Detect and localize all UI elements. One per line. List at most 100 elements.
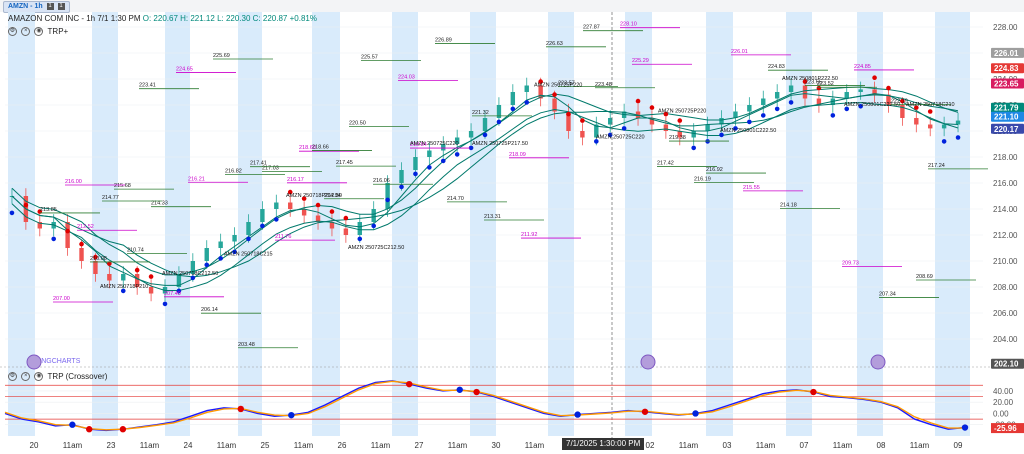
candle-body [747,105,752,112]
day-band [786,12,812,436]
candle-body [510,92,516,105]
level-label: 222.19 [891,99,908,105]
trend-dot [218,256,223,261]
x-tick-label: 11am [756,441,776,450]
level-label: 218.09 [509,152,526,158]
trend-dot [955,135,961,140]
x-tick-label: 26 [338,441,347,450]
price-tick-label: 214.00 [993,205,1018,214]
candle-body [580,131,585,138]
option-label: AMZN 250718P212.50 [286,193,342,199]
level-label: 214.94 [324,193,341,199]
level-label: 209.73 [842,261,859,267]
crossover-dot [810,388,817,396]
trend-dot [886,85,891,91]
candle-body [677,131,682,138]
settings-icon[interactable]: ⚙ [8,27,17,37]
level-label: 215.55 [743,185,760,191]
crossover-dot [119,426,127,433]
level-label: 213.85 [40,207,57,213]
price-tag-label: 220.17 [994,125,1019,134]
candle-body [649,118,655,125]
candle-body [65,222,70,248]
price-tick-label: 206.00 [993,309,1018,318]
chart-canvas[interactable]: 204.00 206.00 208.00 210.00 212.00 214.00 216.… [0,12,1024,454]
price-tick-label: 216.00 [993,179,1018,188]
price-tag-label: 221.10 [994,113,1019,122]
osc-tick-label: 0.00 [993,409,1009,418]
symbol-tab[interactable]: AMZN - 1h 1 1 [3,1,70,13]
x-tick-label: 30 [492,441,501,450]
level-label: 217.41 [250,161,267,167]
level-label: 210.74 [127,247,144,253]
level-label: 226.01 [731,49,748,55]
trend-dot [677,118,683,123]
trend-dot [927,109,933,114]
candle-body [719,118,724,125]
study-bottom-name: TRP (Crossover) [47,372,108,381]
crossover-dot [641,408,649,415]
level-label: 213.31 [484,214,501,220]
cursor-time-label: 7/1/2025 1:30:00 PM [562,438,645,450]
crossover-dot [86,426,93,433]
crossover-dot [473,388,480,396]
price-tick-label: 218.00 [993,153,1018,162]
tab-badge-2[interactable]: 1 [57,2,65,10]
day-band [706,12,733,436]
trend-dot [301,196,307,201]
price-tag [991,63,1024,74]
level-label: 216.92 [706,167,723,173]
candle-body [663,124,669,131]
option-label: AMZN 250725P217.50 [472,141,528,147]
trend-dot [134,267,140,273]
option-label: AMZN 250801P222.50 [782,76,838,82]
day-band [312,12,340,436]
day-band [392,12,418,436]
price-tag-label: 224.83 [994,64,1019,73]
level-label: 224.03 [398,75,415,81]
tab-badge-1[interactable]: 1 [46,2,54,10]
level-label: 216.19 [694,177,711,183]
candle-body [148,287,154,294]
x-tick-label: 25 [261,441,270,450]
candle-body [524,85,529,92]
trend-dot [719,132,724,138]
option-label: AMZN 250718C210 [906,102,955,108]
candle-body [566,111,571,131]
close-icon[interactable]: × [21,27,31,37]
close-icon[interactable]: × [21,372,31,382]
settings-icon[interactable]: ⚙ [8,372,17,382]
level-label: 218.66 [312,144,329,150]
candle-body [482,118,488,131]
eye-icon[interactable]: ◉ [34,27,44,37]
trend-dot [760,113,766,118]
level-label: 217.03 [262,166,279,172]
trend-dot [594,139,599,144]
trend-dot [232,249,237,255]
price-tick-label: 204.00 [993,335,1018,344]
trend-dot [774,106,780,112]
level-label: 228.10 [620,22,637,28]
trend-dot [399,184,404,190]
trend-dot [552,92,557,97]
level-label: 219.38 [669,135,686,141]
level-label: 223.48 [595,82,612,88]
level-label: 207.34 [879,292,896,298]
candle-body [900,105,905,118]
candle-body [608,118,613,125]
candle-body [301,209,307,216]
day-band [470,12,496,436]
level-label: 215.68 [114,183,131,189]
logo-icon [640,354,656,370]
trend-dot [607,132,613,138]
trend-dot [260,223,265,229]
crossover-dot [574,411,581,418]
trend-dot [385,197,390,203]
eye-icon[interactable]: ◉ [34,372,44,382]
trend-dot [747,119,752,125]
trend-dot [454,152,460,157]
price-tick-label: 212.00 [993,231,1018,240]
x-tick-label: 24 [184,441,193,450]
candle-body [941,124,947,129]
crossover-dot [406,380,413,388]
